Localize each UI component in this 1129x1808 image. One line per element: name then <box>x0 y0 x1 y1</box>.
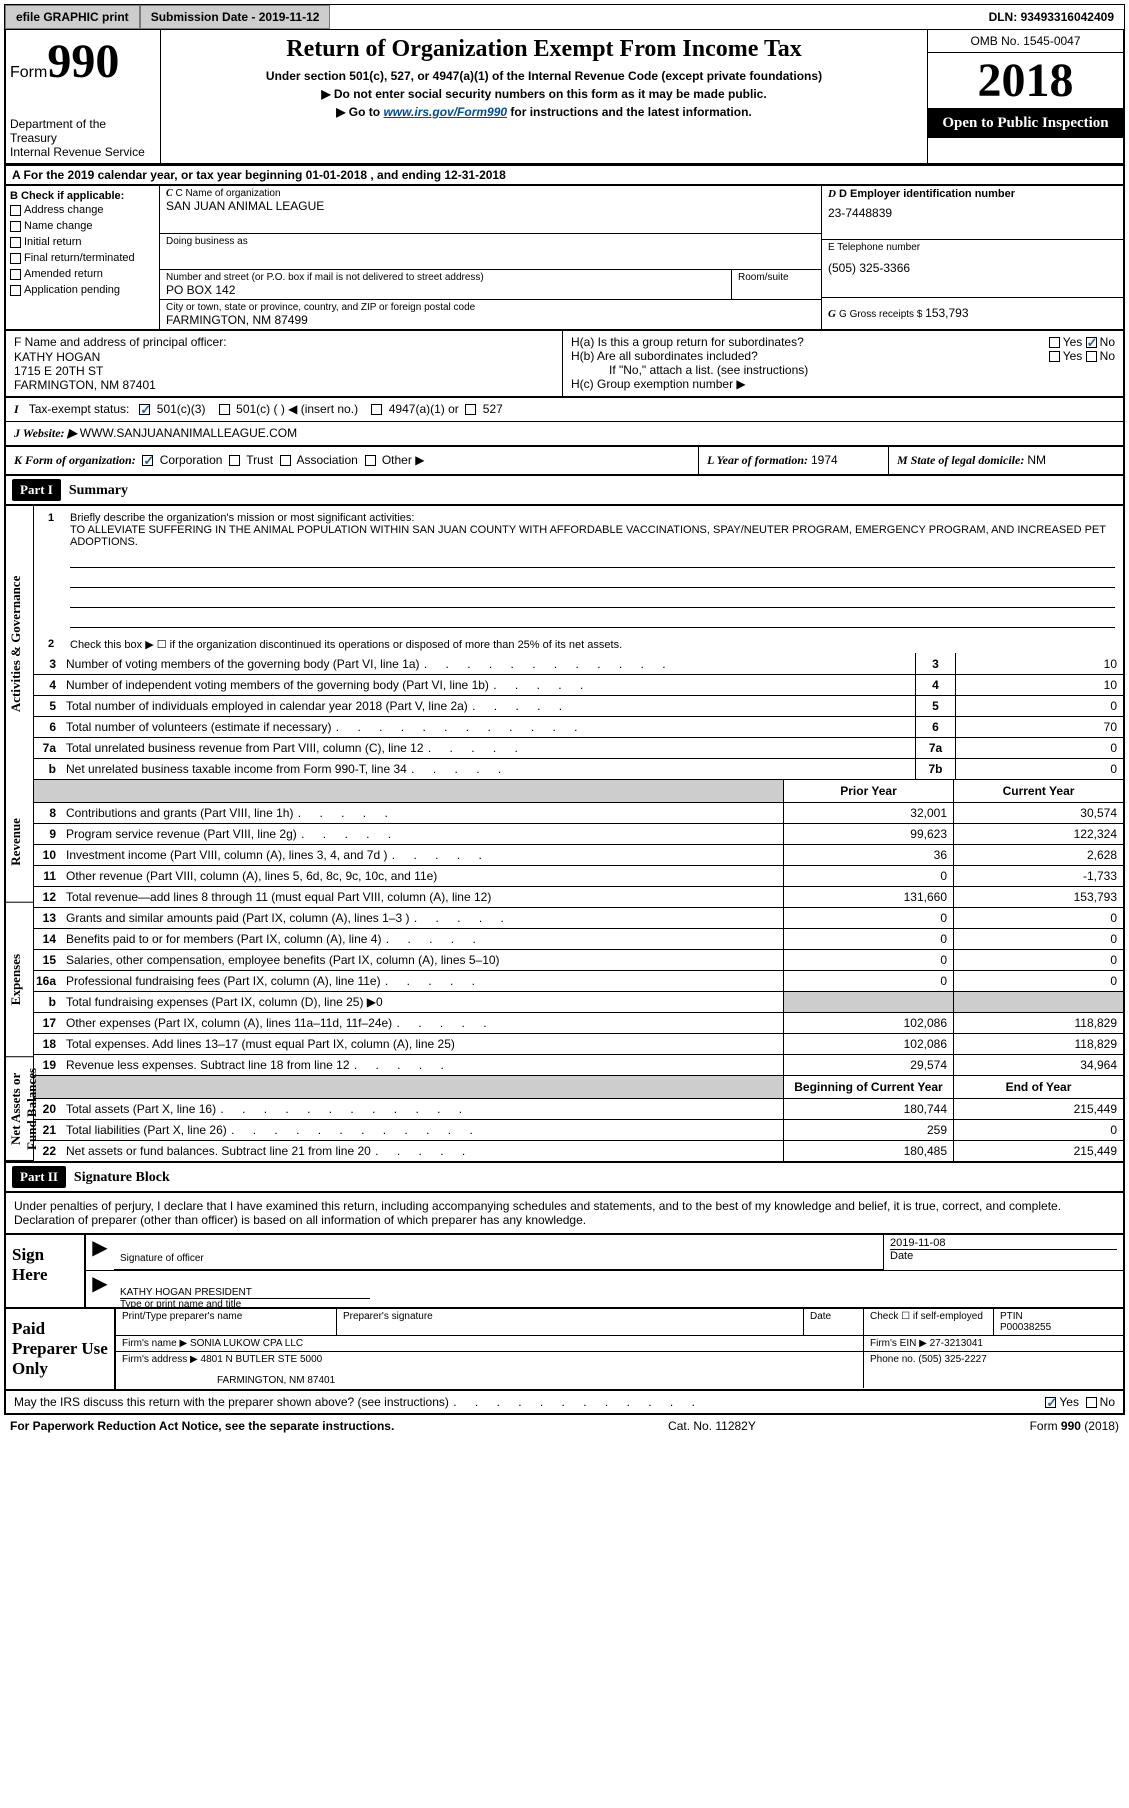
firm-name: SONIA LUKOW CPA LLC <box>190 1338 303 1349</box>
checkbox-initial-return[interactable] <box>10 237 21 248</box>
checkbox-assoc[interactable] <box>280 455 291 466</box>
declaration-text: Under penalties of perjury, I declare th… <box>4 1193 1125 1235</box>
subtitle-2: ▶ Do not enter social security numbers o… <box>167 87 921 101</box>
officer-signature-name: KATHY HOGAN PRESIDENT <box>120 1287 370 1299</box>
checkbox-other[interactable] <box>365 455 376 466</box>
telephone: (505) 325-3366 <box>828 261 1117 275</box>
col-c: C C Name of organization SAN JUAN ANIMAL… <box>160 186 821 329</box>
ptin: P00038255 <box>1000 1322 1051 1333</box>
tab-activities: Activities & Governance <box>6 506 33 782</box>
dept-text: Department of the Treasury Internal Reve… <box>10 117 156 159</box>
efile-print-button[interactable]: efile GRAPHIC print <box>5 5 140 29</box>
checkbox-501c[interactable] <box>219 404 230 415</box>
form-number: Form990 <box>10 34 156 89</box>
org-name: SAN JUAN ANIMAL LEAGUE <box>166 199 815 213</box>
checkbox-discuss-yes[interactable] <box>1045 1397 1056 1408</box>
section-i-j: I Tax-exempt status: 501(c)(3) 501(c) ( … <box>4 398 1125 422</box>
checkbox-hb-yes[interactable] <box>1049 351 1060 362</box>
checkbox-final-return[interactable] <box>10 253 21 264</box>
ein: 23-7448839 <box>828 206 1117 220</box>
checkbox-hb-no[interactable] <box>1086 351 1097 362</box>
arrow-icon: ▶ <box>86 1235 114 1270</box>
paid-preparer-block: Paid Preparer Use Only Print/Type prepar… <box>4 1309 1125 1391</box>
tab-net-assets: Net Assets or Fund Balances <box>6 1057 33 1161</box>
tab-revenue: Revenue <box>6 782 33 903</box>
checkbox-trust[interactable] <box>229 455 240 466</box>
col-d-e-g: D D Employer identification number 23-74… <box>821 186 1123 329</box>
mission-text: TO ALLEVIATE SUFFERING IN THE ANIMAL POP… <box>70 524 1106 548</box>
omb-number: OMB No. 1545-0047 <box>928 30 1123 53</box>
tax-year: 2018 <box>928 53 1123 109</box>
checkbox-4947[interactable] <box>371 404 382 415</box>
discuss-row: May the IRS discuss this return with the… <box>4 1391 1125 1415</box>
col-b: B Check if applicable: Address change Na… <box>6 186 160 329</box>
section-b-to-g: B Check if applicable: Address change Na… <box>4 186 1125 331</box>
firm-ein: 27-3213041 <box>930 1338 983 1349</box>
subtitle-1: Under section 501(c), 527, or 4947(a)(1)… <box>167 69 921 83</box>
year-formation: 1974 <box>811 453 838 467</box>
subtitle-3: ▶ Go to www.irs.gov/Form990 for instruct… <box>167 105 921 119</box>
footer: For Paperwork Reduction Act Notice, see … <box>4 1415 1125 1437</box>
org-city: FARMINGTON, NM 87499 <box>166 313 815 327</box>
form-title: Return of Organization Exempt From Incom… <box>167 36 921 63</box>
open-inspection: Open to Public Inspection <box>928 109 1123 138</box>
summary-section: Activities & Governance Revenue Expenses… <box>4 506 1125 1163</box>
checkbox-pending[interactable] <box>10 285 21 296</box>
checkbox-name-change[interactable] <box>10 221 21 232</box>
checkbox-amended[interactable] <box>10 269 21 280</box>
mission-block: 1 Briefly describe the organization's mi… <box>34 506 1123 630</box>
checkbox-ha-yes[interactable] <box>1049 337 1060 348</box>
submission-date-button[interactable]: Submission Date - 2019-11-12 <box>140 5 331 29</box>
phone: (505) 325-2227 <box>918 1354 986 1365</box>
topbar: efile GRAPHIC print Submission Date - 20… <box>4 4 1125 30</box>
state-domicile: NM <box>1027 453 1046 467</box>
org-address: PO BOX 142 <box>166 283 725 297</box>
dln-text: DLN: 93493316042409 <box>979 6 1124 28</box>
arrow-icon: ▶ <box>86 1271 114 1307</box>
form-header: Form990 Department of the Treasury Inter… <box>4 30 1125 165</box>
tab-expenses: Expenses <box>6 903 33 1057</box>
checkbox-corp[interactable] <box>142 455 153 466</box>
website-row: J Website: ▶ WWW.SANJUANANIMALLEAGUE.COM <box>4 422 1125 447</box>
part2-header: Part IISignature Block <box>4 1163 1125 1193</box>
gross-receipts: 153,793 <box>925 306 968 320</box>
checkbox-ha-no[interactable] <box>1086 337 1097 348</box>
instructions-link[interactable]: www.irs.gov/Form990 <box>383 105 507 119</box>
part1-header: Part ISummary <box>4 476 1125 506</box>
website-url: WWW.SANJUANANIMALLEAGUE.COM <box>80 426 297 440</box>
period-line: A For the 2019 calendar year, or tax yea… <box>4 165 1125 186</box>
checkbox-501c3[interactable] <box>139 404 150 415</box>
sign-here-block: Sign Here ▶ Signature of officer 2019-11… <box>4 1235 1125 1309</box>
checkbox-discuss-no[interactable] <box>1086 1397 1097 1408</box>
section-k-l-m: K Form of organization: Corporation Trus… <box>4 447 1125 476</box>
checkbox-527[interactable] <box>465 404 476 415</box>
section-f-h: F Name and address of principal officer:… <box>4 331 1125 398</box>
officer-name: KATHY HOGAN <box>14 350 554 364</box>
checkbox-address-change[interactable] <box>10 205 21 216</box>
vertical-tabs: Activities & Governance Revenue Expenses… <box>6 506 34 1161</box>
